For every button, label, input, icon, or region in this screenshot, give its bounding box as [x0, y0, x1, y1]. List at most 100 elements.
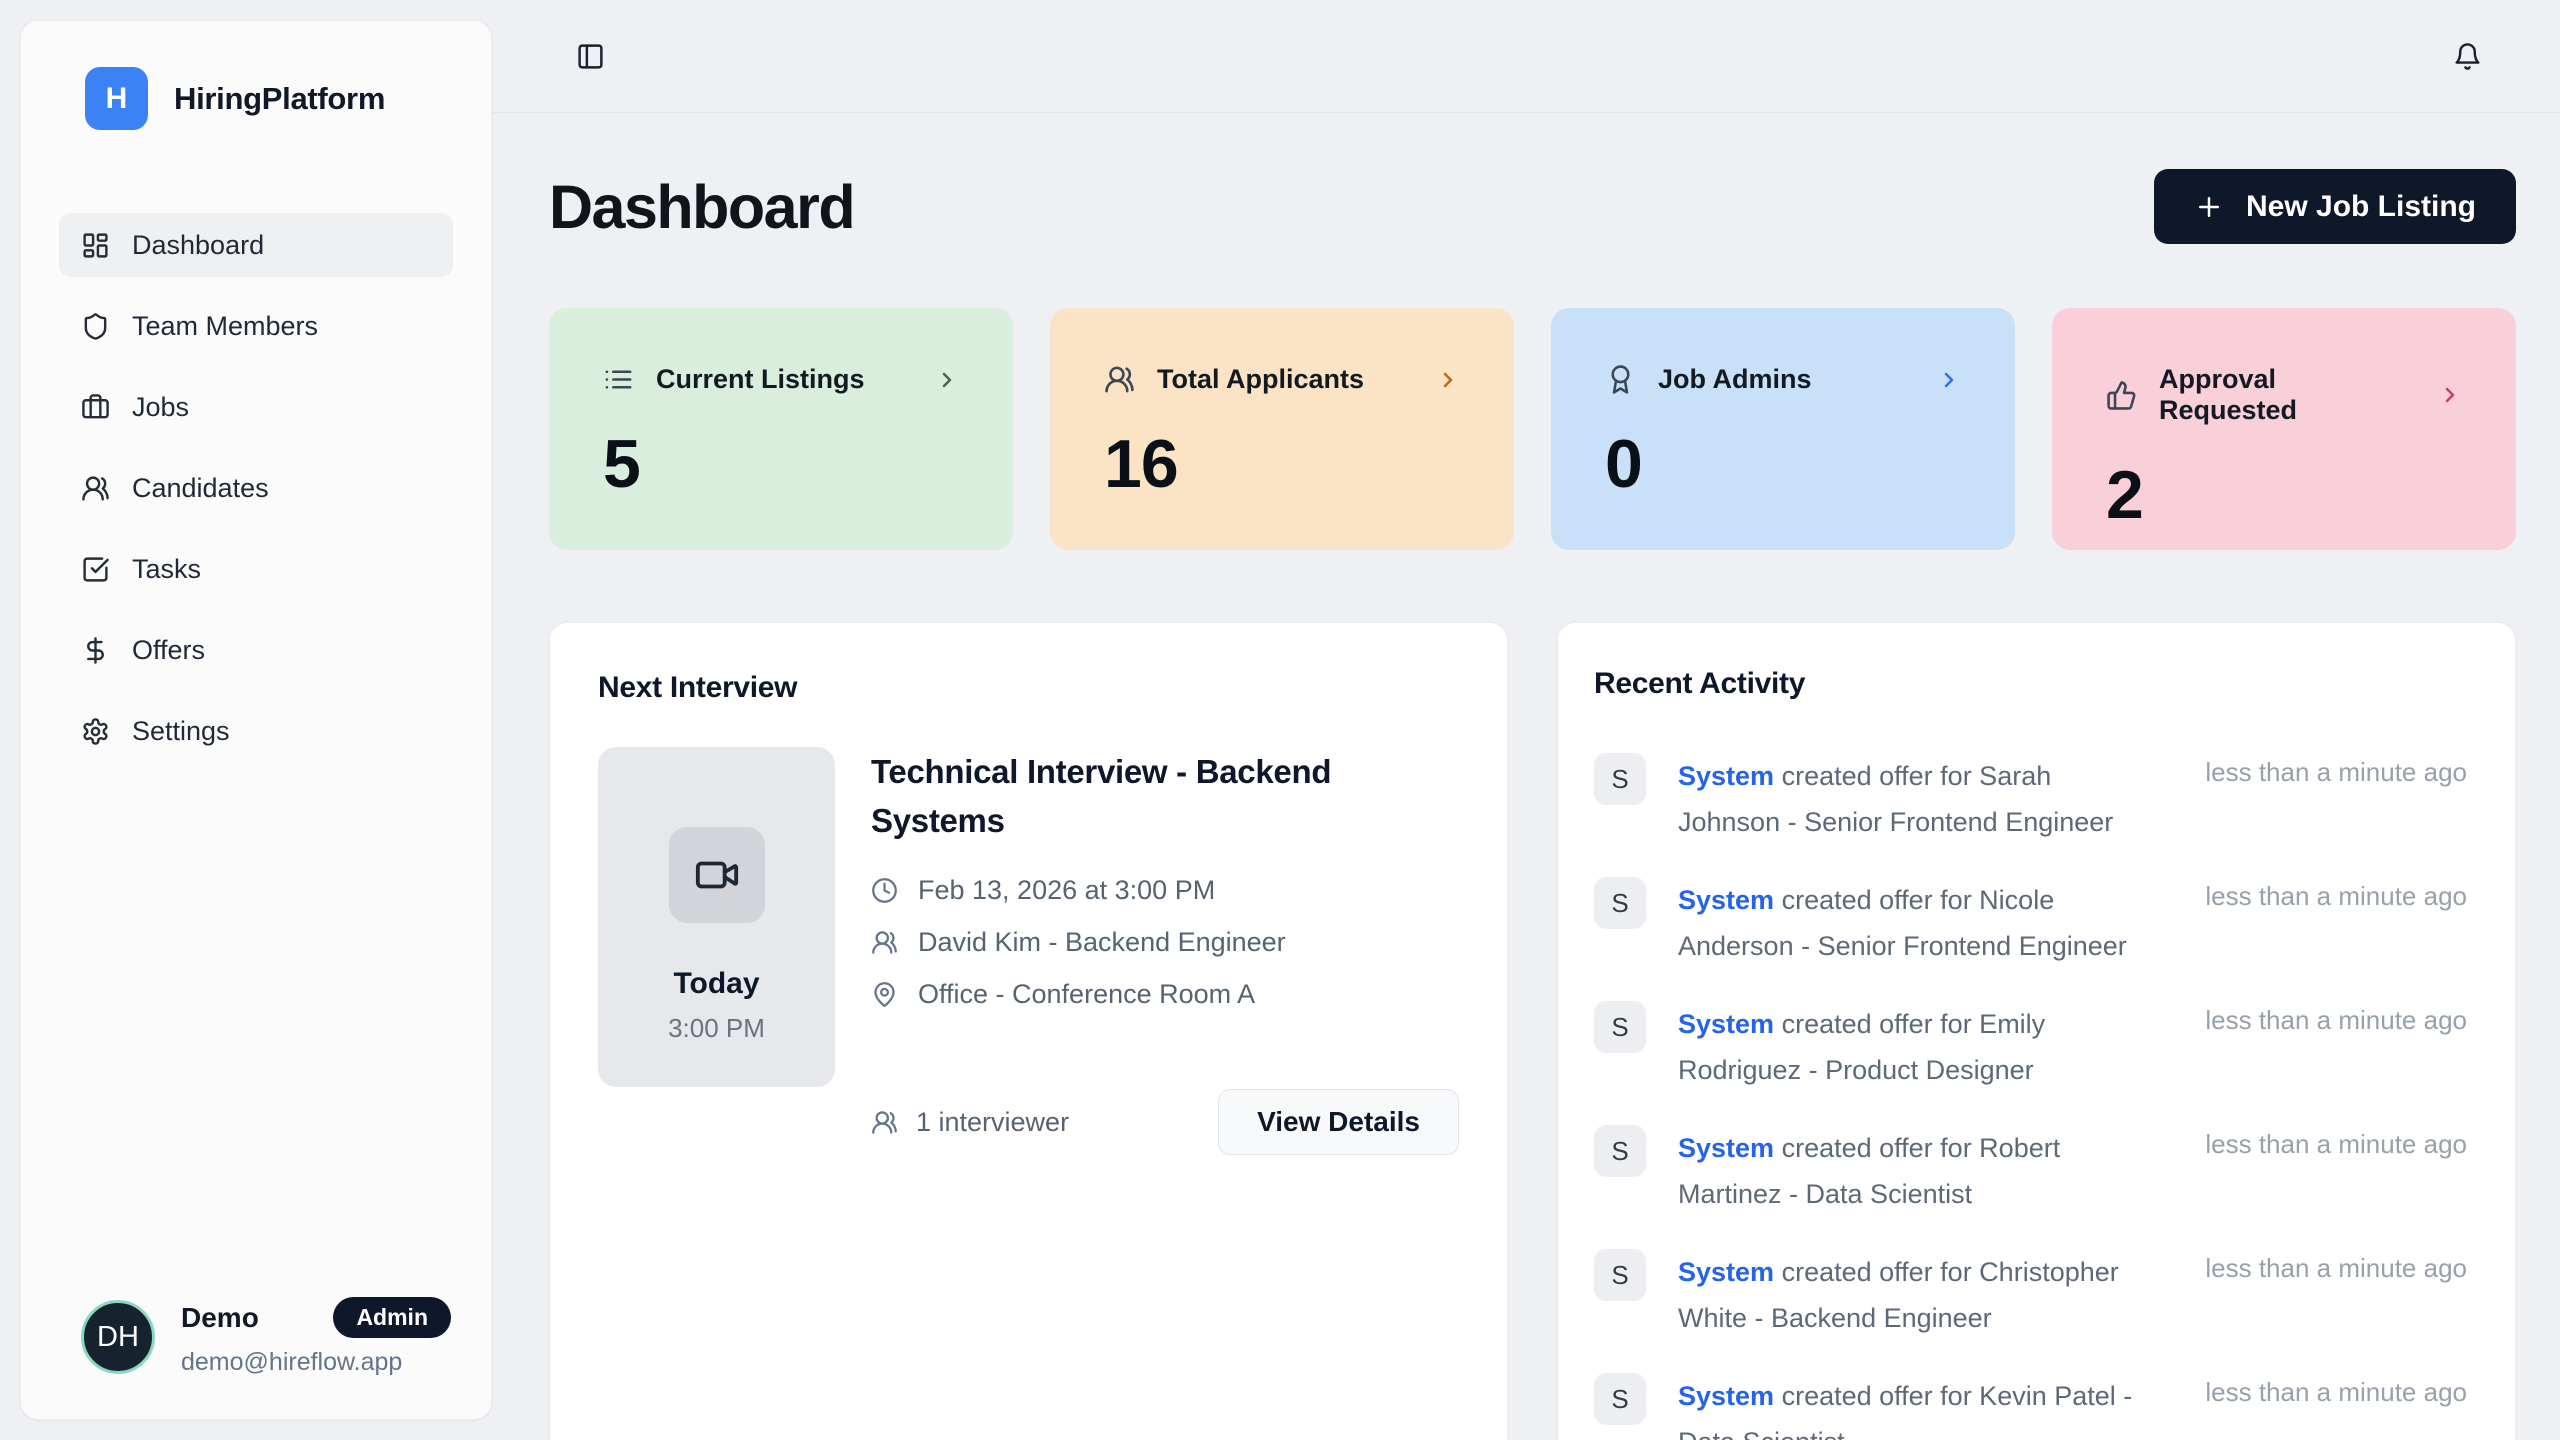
next-interview-title: Next Interview	[598, 671, 798, 704]
main-area: Dashboard New Job Listing Current Listin…	[492, 0, 2560, 1440]
sidebar-item-tasks[interactable]: Tasks	[59, 537, 453, 601]
app-name: HiringPlatform	[174, 80, 386, 116]
stat-value: 0	[1605, 426, 1643, 502]
sidebar-item-settings[interactable]: Settings	[59, 699, 453, 763]
interview-date-tile: Today 3:00 PM	[598, 747, 835, 1087]
sidebar-item-dashboard[interactable]: Dashboard	[59, 213, 453, 277]
interview-time: 3:00 PM	[668, 1013, 765, 1043]
stat-label: Job Admins	[1658, 364, 1812, 394]
interview-location-row: Office - Conference Room A	[871, 979, 1459, 1010]
check-square-icon	[81, 555, 110, 584]
activity-actor[interactable]: System	[1678, 885, 1775, 915]
activity-timestamp: less than a minute ago	[2205, 881, 2467, 911]
activity-text: created offer for Nicole Anderson - Seni…	[1678, 885, 2127, 961]
activity-item: S System created offer for Christopher W…	[1594, 1249, 2467, 1341]
activity-text: created offer for Sarah Johnson - Senior…	[1678, 761, 2114, 837]
user-email: demo@hireflow.app	[181, 1348, 403, 1376]
sidebar-item-label: Jobs	[132, 391, 190, 422]
sidebar-item-label: Settings	[132, 715, 230, 746]
activity-timestamp: less than a minute ago	[2205, 1377, 2467, 1407]
activity-avatar: S	[1594, 877, 1646, 929]
sidebar-item-label: Tasks	[132, 553, 202, 584]
recent-activity-title: Recent Activity	[1594, 667, 1806, 700]
shield-icon	[81, 312, 110, 341]
user-section[interactable]: DH Demo Admin demo@hireflow.app	[21, 1267, 491, 1419]
sidebar-item-team-members[interactable]: Team Members	[59, 294, 453, 358]
interview-day: Today	[673, 967, 760, 1000]
chevron-right-icon	[2438, 383, 2462, 407]
role-badge: Admin	[333, 1297, 451, 1338]
sidebar-item-label: Dashboard	[132, 229, 265, 260]
bell-icon[interactable]	[2453, 42, 2482, 71]
activity-text: created offer for Kevin Patel - Data Sci…	[1678, 1381, 2133, 1440]
sidebar-item-candidates[interactable]: Candidates	[59, 456, 453, 520]
stat-card-approval-requested[interactable]: Approval Requested 2	[2052, 308, 2516, 550]
sidebar-item-offers[interactable]: Offers	[59, 618, 453, 682]
stat-value: 5	[603, 426, 641, 502]
activity-text: created offer for Emily Rodriguez - Prod…	[1678, 1009, 2046, 1085]
sidebar-toggle-icon[interactable]	[576, 42, 605, 71]
activity-avatar: S	[1594, 1001, 1646, 1053]
interview-job-title: Technical Interview - Backend Systems	[871, 753, 1332, 839]
dollar-icon	[81, 636, 110, 665]
activity-actor[interactable]: System	[1678, 1009, 1775, 1039]
activity-actor[interactable]: System	[1678, 1257, 1775, 1287]
activity-timestamp: less than a minute ago	[2205, 1253, 2467, 1283]
users-icon	[81, 474, 110, 503]
stat-label: Total Applicants	[1157, 364, 1365, 394]
video-camera-icon	[694, 852, 740, 898]
stat-label: Approval Requested	[2159, 364, 2298, 425]
gear-icon	[81, 717, 110, 746]
stat-value: 16	[1104, 426, 1179, 502]
list-icon	[603, 364, 634, 395]
map-pin-icon	[871, 981, 898, 1008]
stat-label: Current Listings	[656, 364, 865, 394]
activity-timestamp: less than a minute ago	[2205, 1005, 2467, 1035]
sidebar: H HiringPlatform Dashboard Team Members …	[20, 20, 492, 1420]
stat-cards: Current Listings 5 Total Applicants	[549, 308, 2516, 550]
sidebar-item-jobs[interactable]: Jobs	[59, 375, 453, 439]
recent-activity-panel: Recent Activity S System created offer f…	[1557, 622, 2516, 1440]
sidebar-item-label: Team Members	[132, 310, 319, 341]
stat-value: 2	[2106, 457, 2144, 533]
activity-actor[interactable]: System	[1678, 1133, 1775, 1163]
page-title: Dashboard	[549, 172, 856, 241]
dashboard-icon	[81, 231, 110, 260]
activity-avatar: S	[1594, 1125, 1646, 1177]
new-job-listing-button[interactable]: New Job Listing	[2153, 169, 2516, 244]
plus-icon	[2194, 192, 2224, 222]
activity-timestamp: less than a minute ago	[2205, 757, 2467, 787]
user-meta: Demo Admin demo@hireflow.app	[181, 1297, 451, 1377]
activity-item: S System created offer for Sarah Johnson…	[1594, 753, 2467, 845]
sidebar-item-label: Offers	[132, 634, 206, 665]
users-icon	[871, 929, 898, 956]
stat-card-current-listings[interactable]: Current Listings 5	[549, 308, 1013, 550]
sidebar-item-label: Candidates	[132, 472, 269, 503]
stat-card-job-admins[interactable]: Job Admins 0	[1551, 308, 2015, 550]
user-name: Demo	[181, 1301, 259, 1333]
activity-item: S System created offer for Kevin Patel -…	[1594, 1373, 2467, 1440]
briefcase-icon	[81, 393, 110, 422]
sidebar-nav: Dashboard Team Members Jobs Candidates T…	[21, 213, 491, 780]
award-icon	[1605, 364, 1636, 395]
brand: H HiringPlatform	[21, 21, 491, 130]
next-interview-panel: Next Interview Today 3:00 PM Technical I…	[549, 622, 1508, 1440]
activity-item: S System created offer for Emily Rodrigu…	[1594, 1001, 2467, 1093]
video-box	[668, 827, 765, 923]
activity-timestamp: less than a minute ago	[2205, 1129, 2467, 1159]
app-logo: H	[85, 67, 148, 130]
activity-actor[interactable]: System	[1678, 1381, 1775, 1411]
activity-actor[interactable]: System	[1678, 761, 1775, 791]
chevron-right-icon	[1436, 368, 1460, 392]
activity-text: created offer for Christopher White - Ba…	[1678, 1257, 2119, 1333]
activity-item: S System created offer for Nicole Anders…	[1594, 877, 2467, 969]
users-icon	[871, 1109, 898, 1136]
stat-card-total-applicants[interactable]: Total Applicants 16	[1050, 308, 1514, 550]
topbar	[492, 0, 2560, 113]
interview-datetime-row: Feb 13, 2026 at 3:00 PM	[871, 875, 1459, 906]
clock-icon	[871, 877, 898, 904]
chevron-right-icon	[1937, 368, 1961, 392]
activity-avatar: S	[1594, 753, 1646, 805]
content: Dashboard New Job Listing Current Listin…	[492, 113, 2560, 1440]
view-details-button[interactable]: View Details	[1218, 1089, 1459, 1155]
